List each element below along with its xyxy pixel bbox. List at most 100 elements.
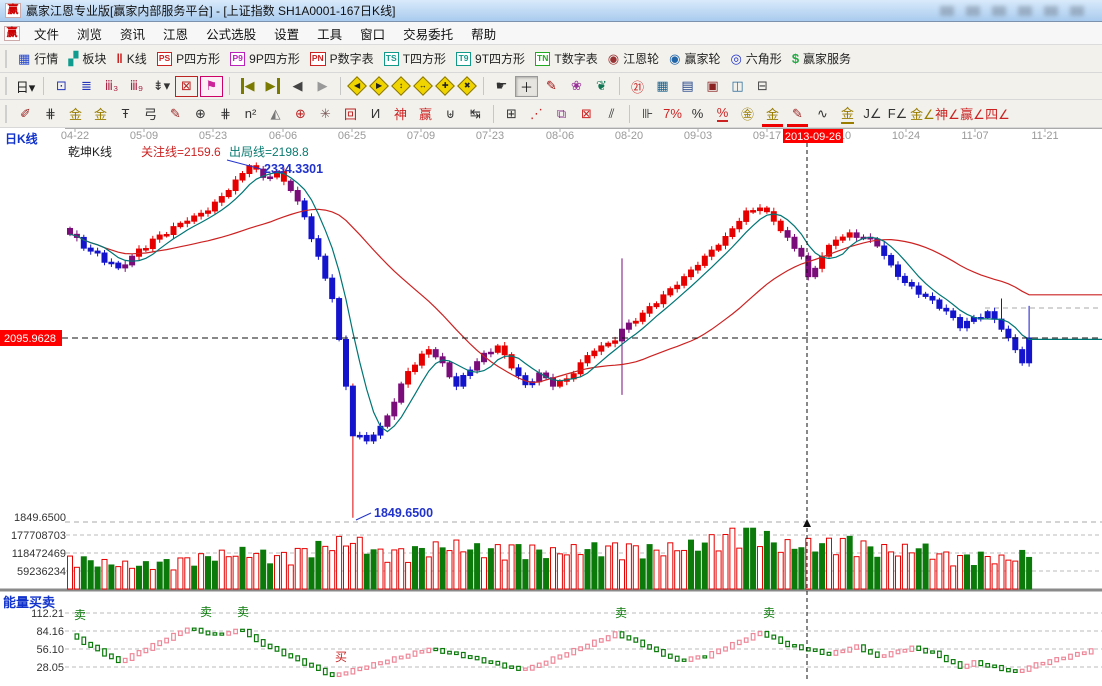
draw-flag-tool-button[interactable]: ⚑: [200, 75, 223, 97]
gold-underline-button[interactable]: 金: [836, 103, 859, 124]
shen-angle-button[interactable]: 神∠: [935, 103, 960, 124]
toolbar-p-square-button[interactable]: PS P四方形: [152, 48, 225, 69]
ying-tool-button[interactable]: 赢: [414, 103, 437, 124]
t-number-table-icon: TN: [535, 51, 551, 66]
chart-canvas[interactable]: 177708703 118472469 59236234 112.21 84.16 56.…: [0, 128, 1102, 681]
kline-icon: ‖: [116, 50, 123, 66]
mirror-angle-button[interactable]: ◭: [264, 103, 287, 124]
slant-lines-button[interactable]: ⫽: [600, 103, 623, 124]
price-bars-button[interactable]: ⊪: [636, 103, 659, 124]
save-button[interactable]: ▣: [701, 76, 724, 97]
wave-tool-button[interactable]: ∿: [811, 103, 834, 124]
horizontal-ruler-button[interactable]: ⋕: [214, 103, 237, 124]
vertical-ruler-button[interactable]: ⋕: [39, 103, 62, 124]
square-spiral-button[interactable]: 回: [339, 103, 362, 124]
zoom-all-button[interactable]: ✚: [435, 76, 455, 96]
grid-anchor-button[interactable]: ⊞: [500, 103, 523, 124]
hand-tool-button[interactable]: ☛: [490, 76, 513, 97]
menu-item-7[interactable]: 窗口: [360, 27, 386, 42]
gold-ratio-b-button[interactable]: 金: [89, 103, 112, 124]
gold-angle-button[interactable]: 金∠: [910, 103, 935, 124]
menu-item-0[interactable]: 文件: [34, 27, 60, 42]
ying-angle-button[interactable]: 赢∠: [960, 103, 985, 124]
mini-chart-9-button[interactable]: ⅲ₉: [125, 76, 148, 97]
percent-line-button[interactable]: %: [711, 103, 734, 124]
crosshair-tool-button[interactable]: ＋: [515, 75, 538, 97]
region-stats-tool-button[interactable]: ⊠: [175, 75, 198, 97]
gold-ratio-a-button[interactable]: 金: [64, 103, 87, 124]
cycle-circle-button[interactable]: ⊕: [189, 103, 212, 124]
zoom-window-tool-button[interactable]: ⊡: [50, 76, 73, 97]
si-angle-button[interactable]: 四∠: [985, 103, 1010, 124]
gann-flower-tool-button[interactable]: ❀: [565, 76, 588, 97]
gann-fan-red-button[interactable]: ⋰: [525, 103, 548, 124]
n-mark-button[interactable]: И: [364, 103, 387, 124]
go-first-button[interactable]: ◀: [236, 76, 259, 97]
menu-item-9[interactable]: 帮助: [471, 27, 497, 42]
go-last-button[interactable]: ▶: [261, 76, 284, 97]
percent-7-button[interactable]: 7%: [661, 103, 684, 124]
ruler-123-button[interactable]: ⊎: [439, 103, 462, 124]
menu-item-3[interactable]: 江恩: [163, 27, 189, 42]
zoom-vertical-button[interactable]: ↕: [391, 76, 411, 96]
zoom-right-button[interactable]: ▶: [369, 76, 389, 96]
wheel-small-button[interactable]: ✳: [314, 103, 337, 124]
toolbar-winner-wheel-button[interactable]: ◉ 赢家轮: [664, 48, 725, 69]
zoom-left-button[interactable]: ◀: [347, 76, 367, 96]
notepad-button[interactable]: ▤: [676, 76, 699, 97]
step-back-button[interactable]: ◀: [286, 76, 309, 97]
toolbar-kline-button[interactable]: ‖ K线: [111, 48, 151, 69]
shen-tool-button[interactable]: 神: [389, 103, 412, 124]
angle-pen-tool-button[interactable]: ✎: [540, 76, 563, 97]
toolbar-gann-wheel-button[interactable]: ◉ 江恩轮: [603, 48, 664, 69]
spiral-tool-button[interactable]: 弓: [139, 103, 162, 124]
toolbar-quotes-button[interactable]: ▦ 行情: [13, 48, 63, 69]
mini-chart-3-button[interactable]: ⅲ₃: [100, 76, 123, 97]
gold-line-button[interactable]: 金: [761, 103, 784, 127]
web-update-button[interactable]: ◫: [726, 76, 749, 97]
printer-button[interactable]: ⊟: [751, 76, 774, 97]
f-scale-button[interactable]: Ŧ: [114, 103, 137, 124]
toolbar-grip[interactable]: [5, 77, 9, 95]
brush-tool-button[interactable]: ✐: [14, 103, 37, 124]
width-measure-button[interactable]: ↹: [464, 103, 487, 124]
menu-item-6[interactable]: 工具: [317, 27, 343, 42]
toolbar-9t-square-button[interactable]: T9 9T四方形: [451, 48, 530, 69]
gann-leaf-tool-button[interactable]: ❦: [590, 76, 613, 97]
info-note-tool-button[interactable]: ≣: [75, 76, 98, 97]
calendar-21-button[interactable]: ㉑: [626, 76, 649, 97]
zoom-horizontal-icon: ↔: [419, 81, 427, 90]
svg-text:84.16: 84.16: [36, 626, 64, 638]
zoom-reset-button[interactable]: ✖: [457, 76, 477, 96]
menu-item-1[interactable]: 浏览: [77, 27, 103, 42]
fan-box-button[interactable]: ⧉: [550, 103, 573, 124]
menu-item-2[interactable]: 资讯: [120, 27, 146, 42]
step-forward-button[interactable]: ▶: [311, 76, 334, 97]
target-circle-button[interactable]: ⊕: [289, 103, 312, 124]
menu-item-8[interactable]: 交易委托: [403, 27, 454, 42]
toolbar-t-square-button[interactable]: TS T四方形: [379, 48, 451, 69]
f-angle-button[interactable]: F∠: [886, 103, 909, 124]
toolbar-p-number-table-button[interactable]: PN P数字表: [305, 48, 379, 69]
toolbar-sectors-button[interactable]: ▞ 板块: [63, 48, 111, 69]
toolbar-t-number-table-button[interactable]: TN T数字表: [530, 48, 603, 69]
calculator-button[interactable]: ▦: [651, 76, 674, 97]
toolbar-grip[interactable]: [5, 104, 9, 123]
zoom-horizontal-button[interactable]: ↔: [413, 76, 433, 96]
percent-button[interactable]: %: [686, 103, 709, 124]
toolbar-9p-square-button[interactable]: P9 9P四方形: [225, 48, 305, 69]
j-angle-button[interactable]: J∠: [861, 103, 884, 124]
menu-item-5[interactable]: 设置: [274, 27, 300, 42]
menu-item-4[interactable]: 公式选股: [206, 27, 257, 42]
candle-style-dropdown-button[interactable]: ⇟▾: [150, 76, 173, 97]
period-dropdown-button[interactable]: 日▾: [14, 76, 37, 97]
toolbar-hexagon-button[interactable]: ◎ 六角形: [725, 48, 786, 69]
gold-circle-button[interactable]: ㊎: [736, 103, 759, 124]
gold-pen-button[interactable]: ✎: [786, 103, 809, 127]
fan-grid-button[interactable]: ⊠: [575, 103, 598, 124]
pen-scale-button[interactable]: ✎: [164, 103, 187, 124]
toolbar-grip[interactable]: [5, 49, 9, 68]
wave-tool-icon: ∿: [817, 105, 828, 121]
toolbar-winner-service-button[interactable]: $ 赢家服务: [787, 48, 856, 69]
n-square-button[interactable]: n²: [239, 103, 262, 124]
